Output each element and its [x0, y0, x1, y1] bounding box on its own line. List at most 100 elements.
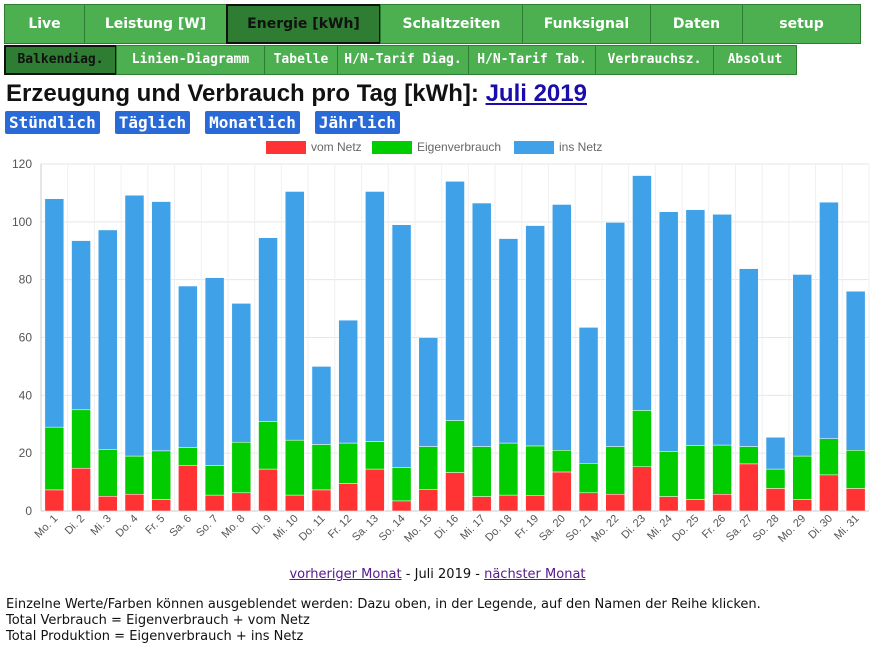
bar [525, 495, 545, 512]
bar [204, 494, 225, 512]
bar [605, 493, 626, 512]
bar [71, 409, 91, 469]
bar [578, 463, 599, 494]
x-tick-label: Mi. 24 [645, 513, 675, 543]
bar [124, 493, 145, 512]
bar [284, 191, 305, 441]
bar [44, 426, 65, 491]
x-tick-label: Sa. 20 [537, 513, 568, 544]
period-taeglich-button[interactable]: Täglich [114, 111, 191, 134]
tab-setup[interactable]: setup [742, 4, 861, 44]
bar [311, 366, 332, 445]
x-tick-label: Do. 11 [297, 513, 328, 544]
x-tick-label: Di. 16 [432, 513, 461, 542]
bar [792, 499, 812, 512]
bar [765, 437, 786, 470]
bar [204, 277, 225, 466]
tab-live[interactable]: Live [4, 4, 85, 44]
subtab-linien-diagramm[interactable]: Linien-Diagramm [116, 45, 265, 75]
bar [845, 450, 866, 489]
bar [712, 444, 732, 495]
bar [605, 446, 626, 495]
bar [44, 198, 65, 428]
bar [98, 229, 118, 450]
legend-label: vom Netz [311, 140, 362, 154]
prev-month-link[interactable]: vorheriger Monat [289, 567, 402, 582]
x-tick-label: Fr. 26 [700, 513, 728, 541]
bar [124, 194, 145, 457]
subtab-balkendiag[interactable]: Balkendiag. [4, 45, 117, 75]
x-tick-label: Mi. 31 [832, 513, 862, 543]
bar [204, 465, 225, 496]
bar [98, 449, 118, 497]
tab-funksignal[interactable]: Funksignal [522, 4, 651, 44]
bar [578, 327, 599, 464]
bar [552, 471, 572, 512]
bar [391, 467, 412, 502]
bar [44, 489, 65, 512]
bar [178, 285, 198, 448]
x-tick-label: Mo. 1 [33, 513, 61, 541]
legend-swatch [372, 141, 412, 154]
bar [151, 499, 171, 512]
x-tick-label: Do. 25 [670, 513, 701, 544]
bar [284, 439, 305, 496]
note-line: Einzelne Werte/Farben können ausgeblende… [6, 597, 761, 612]
energy-bar-chart: 0 20 40 60 80 100 120 Mo. 1 Di. 2 Mi. 3 Do. 4 Fr. 5… [12, 140, 870, 545]
x-tick-label: Mo. 15 [402, 513, 434, 545]
period-jaehrlich-button[interactable]: Jährlich [314, 111, 400, 134]
subtab-tabelle[interactable]: Tabelle [264, 45, 338, 75]
month-link[interactable]: Juli 2019 [485, 80, 587, 107]
bar [765, 488, 786, 512]
y-tick-label: 120 [12, 157, 32, 171]
bar [632, 175, 652, 411]
bar [792, 274, 812, 457]
bar [605, 222, 626, 447]
x-tick-label: So. 28 [751, 513, 782, 544]
current-month-label: Juli 2019 [414, 567, 472, 582]
tab-leistung[interactable]: Leistung [W] [84, 4, 227, 44]
bar [258, 237, 278, 422]
bar [445, 420, 465, 473]
bar [471, 446, 492, 497]
x-tick-label: Di. 30 [806, 513, 835, 542]
x-tick-label: Mi. 3 [89, 513, 114, 538]
x-tick-label: So. 14 [377, 513, 408, 544]
period-stuendlich-button[interactable]: Stündlich [5, 111, 100, 134]
bar [578, 492, 599, 512]
x-tick-label: Fr. 12 [326, 513, 354, 541]
next-month-link[interactable]: nächster Monat [484, 567, 586, 582]
subtab-absolut[interactable]: Absolut [713, 45, 797, 75]
bar [632, 410, 652, 468]
bar [418, 337, 439, 447]
bar [365, 191, 385, 442]
legend-label: ins Netz [559, 140, 602, 154]
bar [525, 445, 545, 496]
y-tick-label: 60 [19, 331, 33, 345]
bar [338, 483, 358, 512]
bar [845, 488, 866, 512]
notes: Einzelne Werte/Farben können ausgeblende… [6, 597, 761, 645]
bar [231, 303, 252, 443]
tab-daten[interactable]: Daten [650, 4, 743, 44]
main-nav: Live Leistung [W] Energie [kWh] Schaltze… [4, 4, 861, 44]
bar [365, 441, 385, 470]
subtab-verbrauchsz[interactable]: Verbrauchsz. [595, 45, 714, 75]
bar [151, 450, 171, 500]
x-tick-label: So. 7 [194, 513, 221, 540]
period-monatlich-button[interactable]: Monatlich [205, 111, 300, 134]
subtab-hn-tarif-diag[interactable]: H/N-Tarif Diag. [337, 45, 469, 75]
bar [445, 472, 465, 512]
tab-schaltzeiten[interactable]: Schaltzeiten [380, 4, 523, 44]
bar [819, 474, 839, 512]
bar [685, 445, 706, 500]
subtab-hn-tarif-tab[interactable]: H/N-Tarif Tab. [468, 45, 596, 75]
bar [739, 268, 759, 447]
bar [658, 451, 679, 497]
tab-energie[interactable]: Energie [kWh] [226, 4, 381, 44]
bar [71, 467, 91, 512]
y-tick-label: 40 [19, 388, 33, 402]
bar [712, 214, 732, 446]
note-line: Total Produktion = Eigenverbrauch + ins … [6, 629, 304, 644]
bar [685, 499, 706, 512]
